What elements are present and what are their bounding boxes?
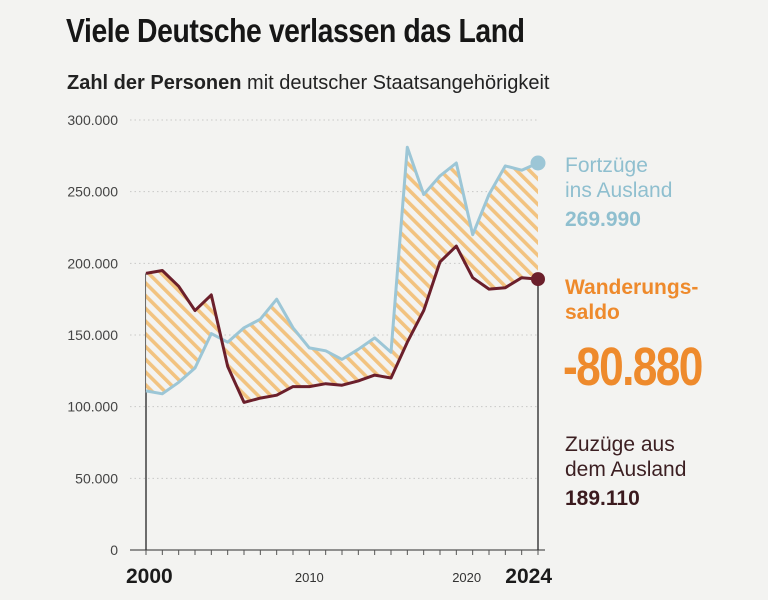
subtitle-bold: Zahl der Personen (67, 72, 242, 94)
y-tick-label: 100.000 (67, 399, 118, 415)
legend-zuzuege-label-1: Zuzüge aus (565, 433, 675, 456)
legend-zuzuege-label-2: dem Ausland (565, 458, 687, 482)
saldo-hatch-area (146, 147, 538, 403)
series-line-fortzuege (145, 145, 539, 396)
legend-zuzuege-value: 189.110 (565, 487, 640, 511)
legend-fortzuege-value: 269.990 (565, 208, 641, 232)
end-dot-fortzuege (530, 155, 546, 171)
subtitle-rest: mit deutscher Staatsangehörigkeit (241, 72, 550, 94)
y-tick-label: 50.000 (75, 470, 118, 486)
legend-fortzuege-label-2: ins Ausland (565, 179, 673, 203)
legend-saldo: Wanderungs- saldo (565, 275, 698, 325)
x-tick-label: 2000 (126, 565, 173, 588)
x-tick-label: 2020 (452, 570, 481, 585)
legend-saldo-label-1: Wanderungs- (565, 276, 699, 299)
end-dot-zuzuege (531, 272, 545, 287)
chart-subtitle: Zahl der Personen mit deutscher Staatsan… (67, 72, 549, 95)
y-tick-label: 300.000 (67, 112, 118, 128)
y-tick-label: 250.000 (67, 184, 118, 200)
series-line-zuzuege (145, 244, 539, 404)
legend-fortzuege: Fortzüge ins Ausland 269.990 (565, 153, 672, 233)
chart-title: Viele Deutsche verlassen das Land (66, 12, 525, 49)
x-tick-label: 2024 (505, 565, 552, 588)
y-tick-label: 0 (110, 542, 118, 558)
y-tick-label: 200.000 (67, 255, 118, 271)
x-tick-label: 2010 (295, 570, 324, 585)
legend-saldo-value: -80.880 (563, 337, 703, 397)
y-tick-label: 150.000 (67, 327, 118, 343)
legend-fortzuege-label-1: Fortzüge (565, 154, 648, 177)
legend-saldo-label-2: saldo (565, 301, 620, 325)
legend-zuzuege: Zuzüge aus dem Ausland 189.110 (565, 432, 686, 512)
